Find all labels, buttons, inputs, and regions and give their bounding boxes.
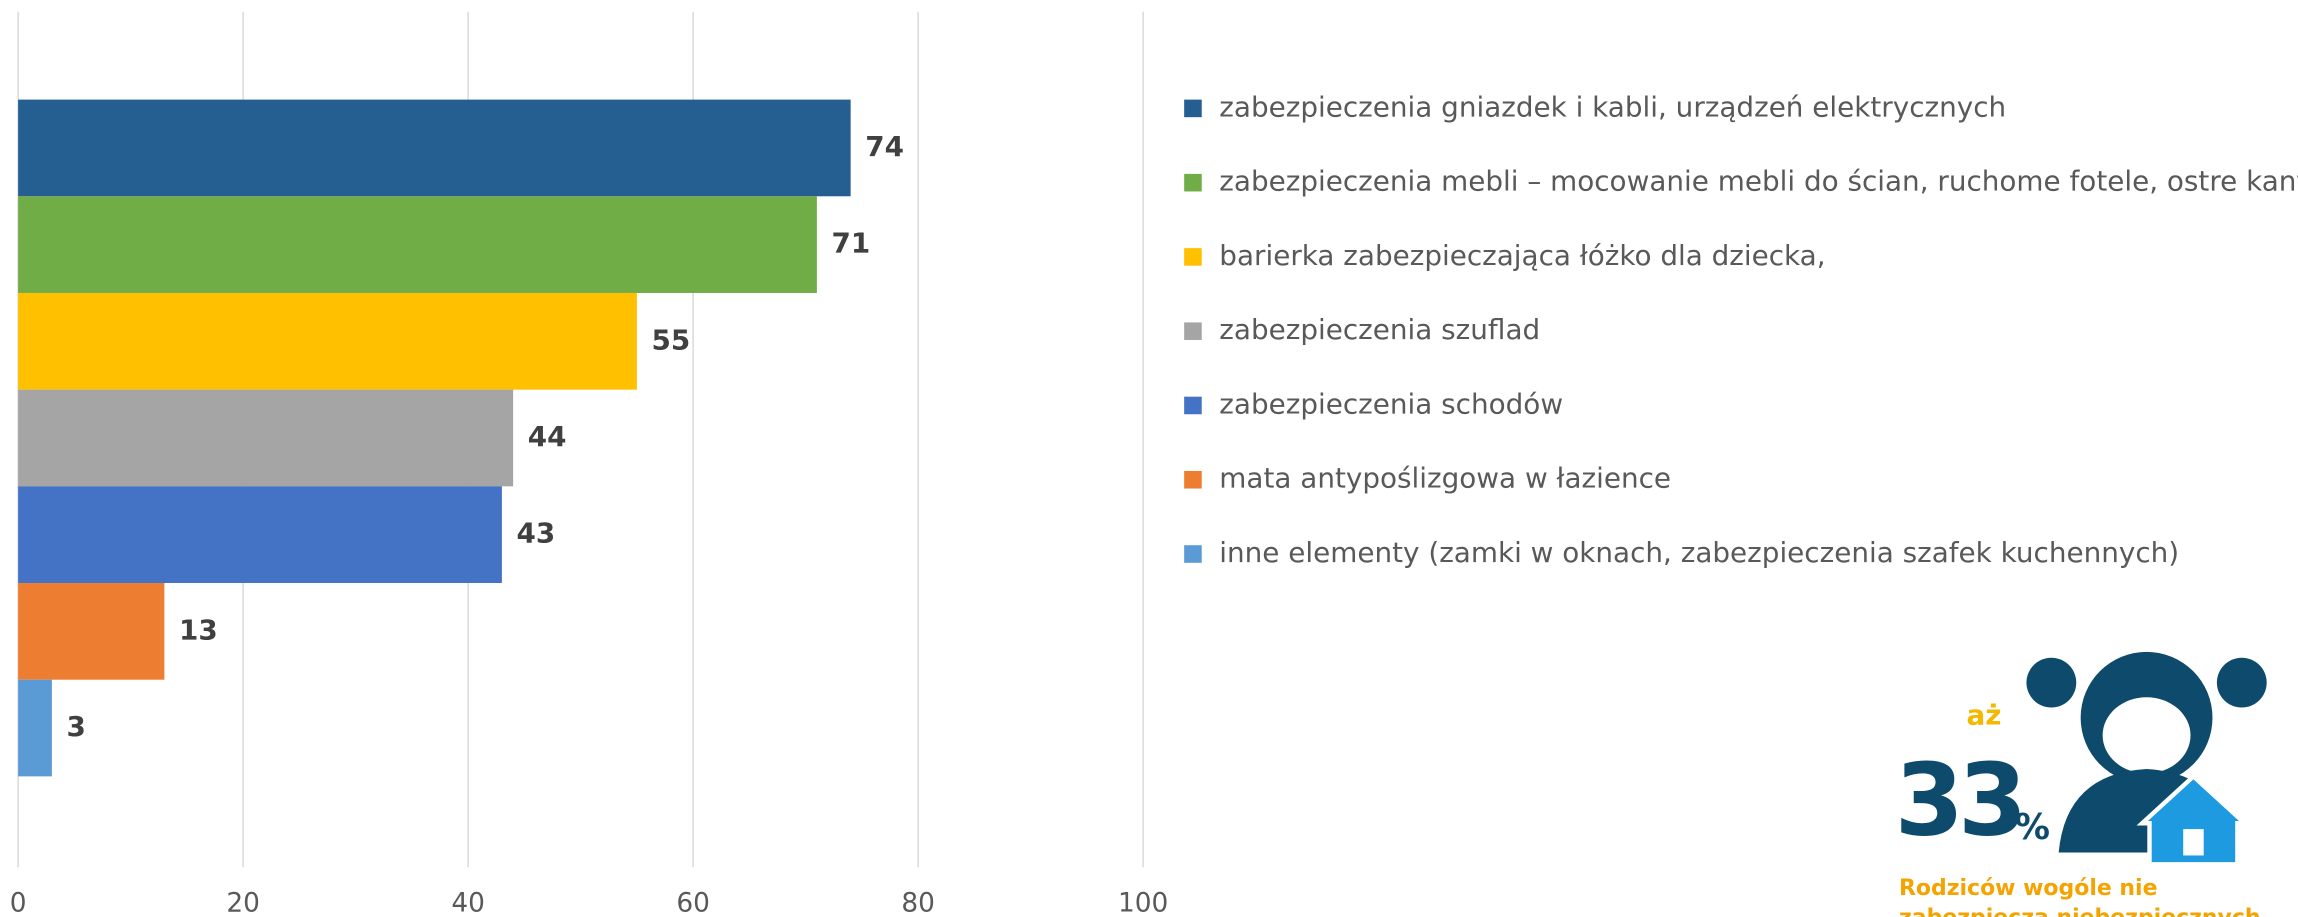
legend-swatch xyxy=(1184,322,1202,340)
bar xyxy=(18,680,52,777)
pigtail xyxy=(2217,658,2267,708)
highlight-number: 33 xyxy=(1895,743,2022,858)
x-tick-label: 40 xyxy=(451,888,485,917)
legend-label: barierka zabezpieczająca łóżko dla dziec… xyxy=(1219,239,1825,272)
chart: aż 33 % Rodziców wogóle nie zabezpiecza … xyxy=(0,0,2298,917)
x-tick-label: 100 xyxy=(1118,888,1168,917)
legend-label: zabezpieczenia szuflad xyxy=(1219,313,1540,346)
value-label: 55 xyxy=(652,323,691,356)
bar xyxy=(18,486,502,583)
x-tick-label: 0 xyxy=(10,888,27,917)
face xyxy=(2103,697,2191,773)
legend-swatch xyxy=(1184,397,1202,415)
house-door xyxy=(2183,829,2204,855)
bar xyxy=(18,293,637,390)
legend-swatch xyxy=(1184,471,1202,489)
value-label: 43 xyxy=(517,517,556,550)
legend-swatch xyxy=(1184,174,1202,192)
legend-label: zabezpieczenia mebli – mocowanie mebli d… xyxy=(1219,165,2298,198)
value-label: 3 xyxy=(67,710,86,743)
highlight-caption: Rodziców wogóle nie xyxy=(1899,876,2157,901)
bar xyxy=(18,390,513,487)
highlight-prefix: aż xyxy=(1966,698,2001,731)
legend-label: zabezpieczenia gniazdek i kabli, urządze… xyxy=(1219,90,2006,123)
x-tick-label: 80 xyxy=(901,888,935,917)
legend-swatch xyxy=(1184,248,1202,266)
legend-label: mata antypoślizgowa w łazience xyxy=(1219,462,1671,495)
legend-swatch xyxy=(1184,100,1202,118)
legend-label: inne elementy (zamki w oknach, zabezpiec… xyxy=(1219,536,2179,569)
value-label: 13 xyxy=(179,613,218,646)
value-label: 74 xyxy=(865,130,904,163)
pigtail xyxy=(2026,658,2076,708)
value-label: 44 xyxy=(528,420,567,453)
infographic: aż 33 % Rodziców wogóle nie zabezpiecza … xyxy=(1895,652,2267,917)
value-label: 71 xyxy=(832,227,871,260)
bar xyxy=(18,583,164,680)
page: aż 33 % Rodziców wogóle nie zabezpiecza … xyxy=(0,0,2298,917)
x-tick-label: 60 xyxy=(676,888,710,917)
bar xyxy=(18,196,817,293)
legend-swatch xyxy=(1184,545,1202,563)
bar xyxy=(18,100,851,197)
legend-label: zabezpieczenia schodów xyxy=(1219,387,1563,420)
highlight-caption: zabezpiecza niebezpiecznych xyxy=(1899,905,2261,917)
highlight-unit: % xyxy=(2015,807,2050,848)
x-tick-label: 20 xyxy=(226,888,260,917)
